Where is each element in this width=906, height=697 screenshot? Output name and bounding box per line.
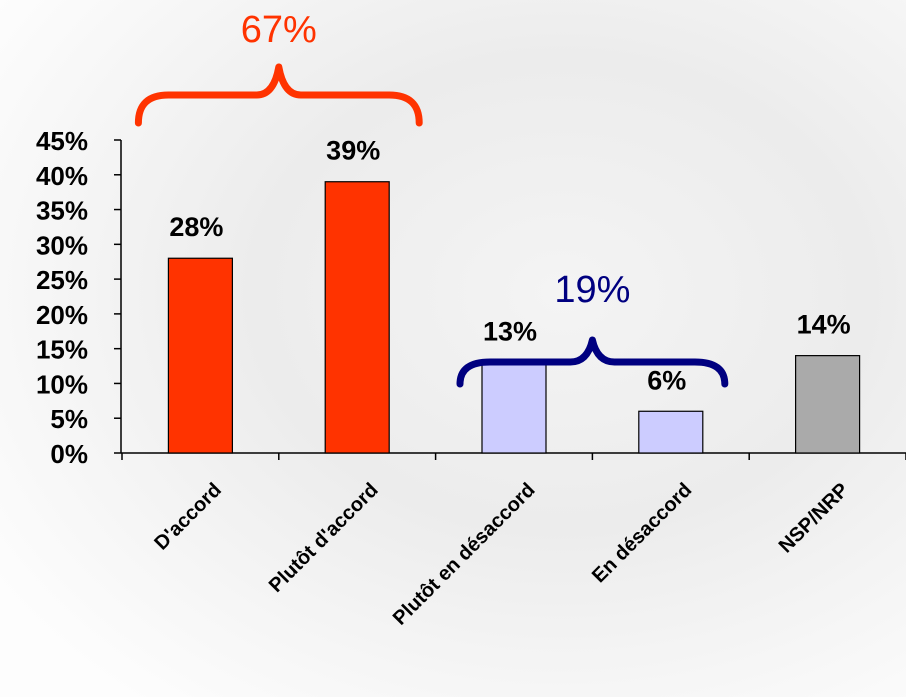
bar — [794, 355, 861, 454]
y-tick-label: 20% — [36, 300, 88, 330]
y-tick-label: 40% — [36, 161, 88, 191]
data-label: 14% — [797, 310, 851, 340]
data-label: 13% — [483, 317, 537, 347]
y-tick-label: 5% — [50, 404, 88, 434]
bars — [167, 181, 861, 454]
group-brace — [134, 63, 423, 127]
group-label: 67% — [241, 9, 317, 51]
bar — [481, 361, 547, 454]
data-label: 28% — [169, 212, 223, 242]
bar — [167, 257, 233, 454]
y-tick-label: 0% — [50, 439, 88, 469]
bar — [638, 410, 704, 454]
axes: 0% 5% 10% 15% 20% 25% 30% 35% 40% 45% — [36, 126, 906, 469]
group-annotations: 67% 19% — [134, 9, 729, 388]
bar — [324, 181, 390, 454]
group-brace — [456, 336, 729, 388]
data-label: 6% — [647, 365, 686, 395]
data-label: 39% — [326, 136, 380, 166]
data-labels: 28% 39% 13% 6% 14% — [169, 136, 850, 396]
group-label: 19% — [554, 269, 630, 311]
y-tick-label: 10% — [36, 369, 88, 399]
y-tick-label: 30% — [36, 230, 88, 260]
y-tick-label: 15% — [36, 335, 88, 365]
y-tick-label: 35% — [36, 196, 88, 226]
y-tick-label: 45% — [36, 126, 88, 156]
y-tick-label: 25% — [36, 265, 88, 295]
